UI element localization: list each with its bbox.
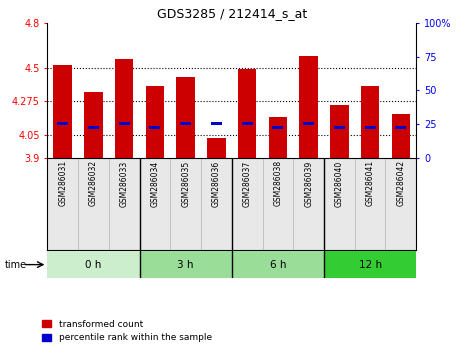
Legend: transformed count, percentile rank within the sample: transformed count, percentile rank withi… <box>43 320 212 342</box>
Text: GSM286034: GSM286034 <box>150 160 159 206</box>
Bar <box>119 122 130 125</box>
Bar <box>115 59 133 158</box>
FancyBboxPatch shape <box>355 158 385 250</box>
Bar <box>180 122 191 125</box>
Text: GSM286035: GSM286035 <box>181 160 190 206</box>
Bar <box>392 114 410 158</box>
Bar <box>211 122 222 125</box>
FancyBboxPatch shape <box>324 158 355 250</box>
Bar <box>272 126 283 130</box>
Text: 12 h: 12 h <box>359 259 382 270</box>
Bar <box>238 69 256 158</box>
Text: GSM286037: GSM286037 <box>243 160 252 206</box>
FancyBboxPatch shape <box>232 158 263 250</box>
FancyBboxPatch shape <box>201 158 232 250</box>
Text: GSM286039: GSM286039 <box>304 160 313 206</box>
Text: 3 h: 3 h <box>177 259 194 270</box>
FancyBboxPatch shape <box>47 158 78 250</box>
Bar <box>242 122 253 125</box>
Bar <box>361 86 379 158</box>
Title: GDS3285 / 212414_s_at: GDS3285 / 212414_s_at <box>157 7 307 21</box>
Text: time: time <box>5 259 27 270</box>
Text: GSM286032: GSM286032 <box>89 160 98 206</box>
FancyBboxPatch shape <box>263 158 293 250</box>
Bar <box>207 138 226 158</box>
Bar <box>149 126 160 130</box>
Bar <box>84 92 103 158</box>
Bar <box>334 126 345 130</box>
Text: GSM286042: GSM286042 <box>396 160 405 206</box>
Text: GSM286031: GSM286031 <box>58 160 67 206</box>
Bar <box>269 117 287 158</box>
Bar <box>330 105 349 158</box>
Bar <box>146 86 164 158</box>
FancyBboxPatch shape <box>170 158 201 250</box>
Text: 6 h: 6 h <box>270 259 286 270</box>
Text: GSM286041: GSM286041 <box>366 160 375 206</box>
Bar <box>395 126 406 130</box>
FancyBboxPatch shape <box>140 158 170 250</box>
Bar <box>57 122 68 125</box>
Bar <box>53 65 72 158</box>
FancyBboxPatch shape <box>385 158 416 250</box>
Bar <box>299 56 318 158</box>
FancyBboxPatch shape <box>293 158 324 250</box>
Text: GSM286033: GSM286033 <box>120 160 129 206</box>
Text: GSM286040: GSM286040 <box>335 160 344 206</box>
FancyBboxPatch shape <box>324 251 416 278</box>
FancyBboxPatch shape <box>78 158 109 250</box>
Text: GSM286038: GSM286038 <box>273 160 282 206</box>
FancyBboxPatch shape <box>109 158 140 250</box>
FancyBboxPatch shape <box>47 251 140 278</box>
Text: GSM286036: GSM286036 <box>212 160 221 206</box>
FancyBboxPatch shape <box>140 251 232 278</box>
Bar <box>303 122 314 125</box>
Bar <box>176 77 195 158</box>
Bar <box>88 126 99 130</box>
Text: 0 h: 0 h <box>85 259 102 270</box>
FancyBboxPatch shape <box>232 251 324 278</box>
Bar <box>365 126 376 130</box>
